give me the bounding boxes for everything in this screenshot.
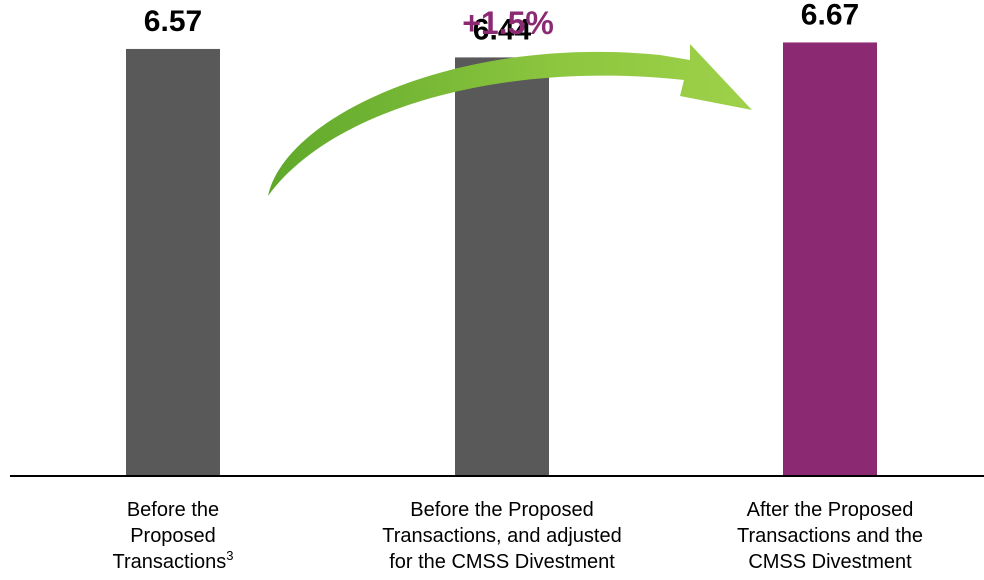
- value-label-3: 6.67: [801, 0, 859, 31]
- category-label-3: After the Proposed Transactions and the CM…: [737, 499, 923, 573]
- category-label-2: Before the Proposed Transactions, and adj…: [382, 499, 621, 573]
- growth-arrow: [268, 44, 752, 196]
- bar-3: [783, 42, 877, 476]
- category-label-1: Before the Proposed Transactions3: [113, 499, 234, 573]
- value-label-1: 6.57: [144, 5, 202, 38]
- footnote-marker: 3: [226, 548, 233, 563]
- value-label-2: 6.44: [473, 13, 532, 46]
- growth-callout-label: +1.5%: [462, 5, 554, 41]
- bar-1: [126, 48, 220, 476]
- bar-2: [455, 57, 549, 477]
